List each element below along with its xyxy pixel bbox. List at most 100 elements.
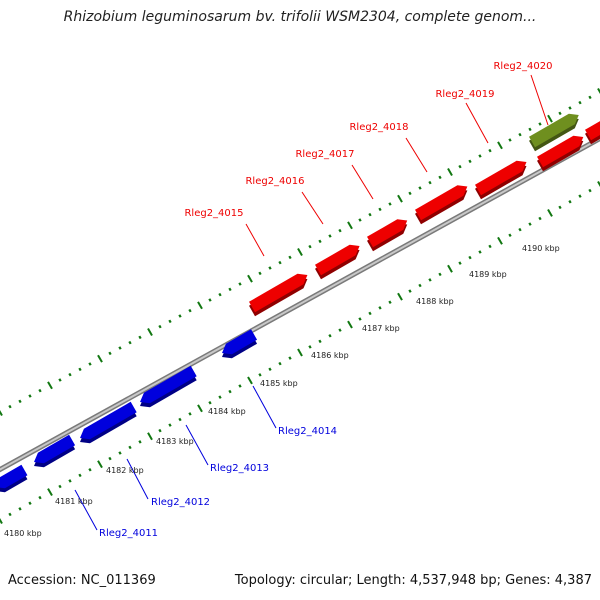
minor-tick xyxy=(128,445,132,450)
reverse-gene-arrow-1[interactable] xyxy=(0,464,28,493)
minor-tick xyxy=(178,417,182,422)
major-tick xyxy=(147,432,153,441)
minor-tick xyxy=(488,244,492,249)
minor-tick xyxy=(208,400,212,405)
major-tick xyxy=(247,376,253,385)
forward-gene-arrow-1[interactable] xyxy=(249,273,308,317)
major-tick xyxy=(297,248,303,256)
reverse-gene-arrow-3-body[interactable] xyxy=(80,401,137,440)
minor-tick xyxy=(338,328,342,332)
reverse-gene-arrow-1-body[interactable] xyxy=(0,464,28,489)
minor-tick xyxy=(28,501,32,506)
forward-gene-arrow-6[interactable] xyxy=(537,135,584,172)
minor-tick xyxy=(318,239,322,244)
minor-tick xyxy=(38,495,42,500)
forward-gene-label-5-leader xyxy=(465,102,489,144)
minor-tick xyxy=(478,154,482,158)
major-tick xyxy=(0,410,3,416)
forward-gene-arrow-2[interactable] xyxy=(315,244,360,280)
forward-gene-arrow-5[interactable] xyxy=(475,160,527,200)
reverse-gene-arrow-2[interactable] xyxy=(34,434,76,468)
reverse-gene-label-3: Rleg2_4013 xyxy=(185,424,269,474)
major-tick xyxy=(547,208,553,217)
minor-tick xyxy=(288,356,292,360)
minor-tick xyxy=(418,186,422,190)
minor-tick xyxy=(428,180,432,185)
other-feature-block-body[interactable] xyxy=(529,113,579,148)
reverse-strand-ticks xyxy=(0,181,600,524)
forward-strand-ticks xyxy=(0,88,600,416)
minor-tick xyxy=(88,467,92,472)
major-tick xyxy=(397,194,403,203)
forward-gene-arrow-3-body[interactable] xyxy=(367,219,408,248)
minor-tick xyxy=(468,255,472,260)
minor-tick xyxy=(338,228,342,233)
minor-tick xyxy=(68,479,72,483)
major-tick xyxy=(347,221,353,230)
reverse-gene-label-1-text: Rleg2_4011 xyxy=(99,528,158,539)
forward-gene-label-2-text: Rleg2_4016 xyxy=(245,176,304,187)
minor-tick xyxy=(328,333,332,338)
forward-gene-label-1: Rleg2_4015 xyxy=(184,208,265,257)
minor-tick xyxy=(538,216,542,221)
reverse-gene-arrow-5[interactable] xyxy=(222,329,258,359)
reverse-gene-arrow-5-body[interactable] xyxy=(222,329,258,355)
genome-backbone xyxy=(0,135,600,473)
reverse-gene-label-1-leader xyxy=(74,489,98,531)
minor-tick xyxy=(108,456,112,461)
minor-tick xyxy=(8,404,12,409)
minor-tick xyxy=(278,361,282,366)
other-feature-label-1-leader xyxy=(530,74,549,126)
forward-gene-arrow-5-body[interactable] xyxy=(475,160,527,196)
other-feature-block[interactable] xyxy=(529,113,579,152)
major-tick xyxy=(347,320,353,329)
forward-gene-arrow-4-body[interactable] xyxy=(415,185,468,221)
minor-tick xyxy=(388,202,392,206)
reverse-gene-label-3-text: Rleg2_4013 xyxy=(210,463,269,474)
forward-gene-arrow-2-body[interactable] xyxy=(315,244,360,276)
minor-tick xyxy=(518,227,522,232)
minor-tick xyxy=(358,317,362,321)
minor-tick xyxy=(268,266,272,270)
minor-tick xyxy=(308,244,312,249)
gene-features[interactable] xyxy=(0,113,600,493)
minor-tick xyxy=(578,100,582,105)
minor-tick xyxy=(568,106,572,110)
forward-gene-label-1-text: Rleg2_4015 xyxy=(184,208,243,219)
minor-tick xyxy=(408,191,412,196)
minor-tick xyxy=(478,250,482,254)
forward-gene-label-5-text: Rleg2_4019 xyxy=(435,89,494,100)
major-tick xyxy=(197,301,203,310)
minor-tick xyxy=(568,199,572,204)
minor-tick xyxy=(438,175,442,180)
forward-gene-label-4-leader xyxy=(405,137,428,173)
reverse-gene-arrow-4[interactable] xyxy=(140,365,197,408)
forward-gene-arrow-1-body[interactable] xyxy=(249,273,308,313)
forward-gene-arrow-7[interactable] xyxy=(585,119,600,145)
forward-gene-arrow-3[interactable] xyxy=(367,219,408,252)
minor-tick xyxy=(128,340,132,345)
forward-gene-arrow-7-body[interactable] xyxy=(585,119,600,141)
minor-tick xyxy=(218,395,222,399)
minor-tick xyxy=(258,373,262,377)
forward-gene-label-3-leader xyxy=(351,164,374,200)
reverse-gene-arrow-4-body[interactable] xyxy=(140,365,197,404)
scale-label: 4186 kbp xyxy=(311,351,349,360)
minor-tick xyxy=(58,484,62,489)
reverse-gene-arrow-2-body[interactable] xyxy=(34,434,76,464)
reverse-gene-arrow-3[interactable] xyxy=(80,401,137,444)
major-tick xyxy=(497,141,503,150)
forward-gene-arrow-4[interactable] xyxy=(415,185,468,225)
minor-tick xyxy=(358,218,362,222)
minor-tick xyxy=(168,423,172,427)
minor-tick xyxy=(228,287,232,292)
minor-tick xyxy=(408,289,412,293)
forward-gene-arrow-6-body[interactable] xyxy=(537,135,584,168)
forward-gene-label-2: Rleg2_4016 xyxy=(245,176,324,225)
minor-tick xyxy=(208,298,212,302)
forward-gene-label-3-text: Rleg2_4017 xyxy=(295,149,354,160)
other-feature-label-1-text: Rleg2_4020 xyxy=(493,61,552,72)
minor-tick xyxy=(108,351,112,356)
minor-tick xyxy=(378,207,382,212)
